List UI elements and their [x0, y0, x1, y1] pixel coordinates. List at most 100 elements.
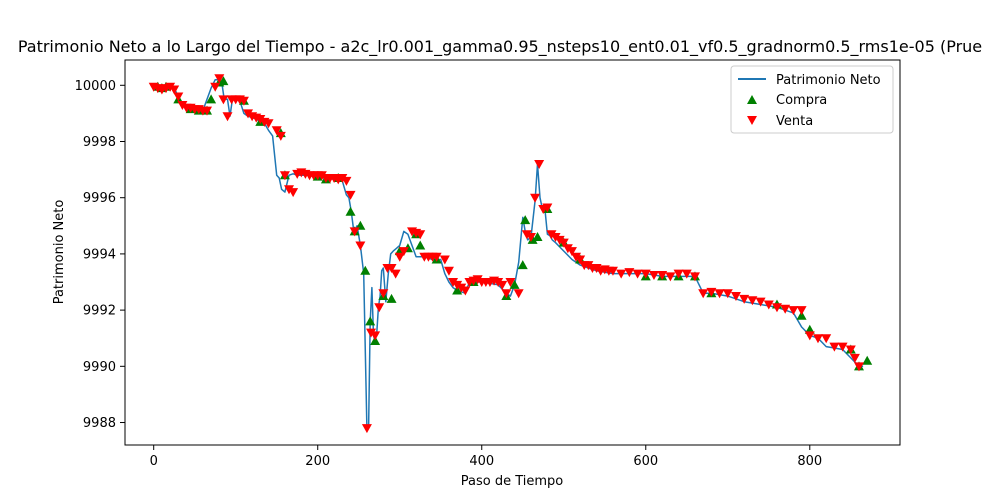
sell-marker: [616, 269, 627, 279]
sell-marker: [386, 263, 397, 273]
sell-marker: [370, 331, 381, 341]
y-tick-label: 9992: [83, 304, 116, 319]
sell-marker: [316, 171, 327, 181]
sell-marker: [821, 334, 832, 344]
sell-marker: [849, 353, 860, 363]
sell-marker: [366, 328, 377, 338]
sell-marker: [722, 289, 733, 299]
buy-marker: [452, 285, 463, 295]
sell-marker: [706, 287, 717, 297]
sell-marker: [829, 342, 840, 352]
buy-marker: [360, 265, 371, 275]
sell-marker: [460, 286, 471, 296]
sell-marker: [542, 203, 553, 213]
sell-marker: [804, 331, 815, 341]
sell-marker: [730, 292, 741, 302]
sell-marker: [222, 112, 233, 122]
sell-marker: [210, 82, 221, 92]
sell-marker: [554, 235, 565, 245]
buy-marker: [218, 76, 229, 86]
x-tick-label: 200: [305, 454, 330, 469]
sell-marker: [374, 303, 385, 313]
legend-label-compra: Compra: [776, 93, 827, 108]
sell-marker: [657, 270, 668, 280]
x-tick-label: 400: [469, 454, 494, 469]
x-tick-label: 0: [150, 454, 158, 469]
sell-marker: [337, 174, 348, 184]
y-tick-label: 9998: [83, 135, 116, 150]
sell-marker: [177, 100, 188, 110]
sell-marker: [534, 159, 545, 169]
sell-marker: [456, 283, 467, 293]
sell-marker: [497, 280, 508, 290]
sell-marker: [550, 233, 561, 243]
sell-marker: [521, 230, 532, 240]
chart-title: Patrimonio Neto a lo Largo del Tiempo - …: [18, 37, 982, 57]
legend: Patrimonio Neto Compra Venta: [730, 65, 894, 134]
y-tick-label: 9994: [83, 247, 116, 262]
sell-marker: [513, 289, 524, 299]
buy-marker: [509, 279, 520, 289]
buy-marker: [527, 234, 538, 244]
sell-marker: [591, 263, 602, 273]
buy-marker: [532, 232, 543, 242]
sell-marker: [837, 342, 848, 352]
sell-marker: [763, 300, 774, 310]
sell-marker: [632, 269, 643, 279]
legend-label-venta: Venta: [776, 114, 813, 129]
sell-marker: [714, 289, 725, 299]
sell-marker: [361, 424, 372, 434]
legend-box: [730, 65, 894, 134]
sell-marker: [812, 334, 823, 344]
sell-marker: [739, 294, 750, 304]
x-axis: 0 200 400 600 800: [150, 445, 822, 469]
buy-marker: [520, 215, 531, 225]
sell-marker: [214, 74, 225, 84]
plot-area: [148, 74, 873, 434]
sell-marker: [530, 193, 541, 203]
sell-marker: [169, 85, 180, 95]
sell-marker: [624, 268, 635, 278]
sell-marker: [558, 238, 569, 248]
sell-marker: [243, 109, 254, 119]
sell-marker: [394, 252, 405, 262]
sell-marker: [755, 297, 766, 307]
buy-marker: [206, 94, 217, 104]
sell-marker: [665, 272, 676, 282]
legend-sell-marker: [747, 116, 757, 125]
buy-marker: [415, 240, 426, 250]
sell-marker: [583, 261, 594, 271]
buy-marker: [345, 206, 356, 216]
sell-marker: [780, 304, 791, 314]
sell-marker: [448, 278, 459, 288]
buy-marker: [386, 293, 397, 303]
buy-marker: [517, 260, 528, 270]
sell-marker: [398, 247, 409, 257]
sell-marker: [796, 306, 807, 316]
sell-marker: [571, 252, 582, 262]
sell-marker: [238, 96, 249, 106]
sell-marker: [698, 289, 709, 299]
sell-marker: [355, 241, 366, 251]
sell-marker: [341, 176, 352, 186]
sell-marker: [271, 126, 282, 136]
legend-buy-marker: [747, 95, 757, 104]
sell-marker: [562, 244, 573, 254]
y-tick-label: 9988: [83, 416, 116, 431]
sell-marker: [378, 289, 389, 299]
sell-marker: [165, 82, 176, 92]
y-axis: 9988 9990 9992 9994 9996 9998 10000: [75, 79, 125, 431]
x-tick-label: 800: [797, 454, 822, 469]
sell-marker: [525, 233, 536, 243]
sell-marker: [431, 252, 442, 262]
sell-marker: [546, 230, 557, 240]
sell-marker: [345, 190, 356, 200]
sell-marker: [853, 362, 864, 372]
sell-marker: [472, 275, 483, 285]
y-tick-label: 10000: [75, 79, 116, 94]
sell-marker: [648, 270, 659, 280]
sell-marker: [173, 92, 184, 102]
sell-marker: [845, 345, 856, 355]
sell-marker: [788, 306, 799, 316]
